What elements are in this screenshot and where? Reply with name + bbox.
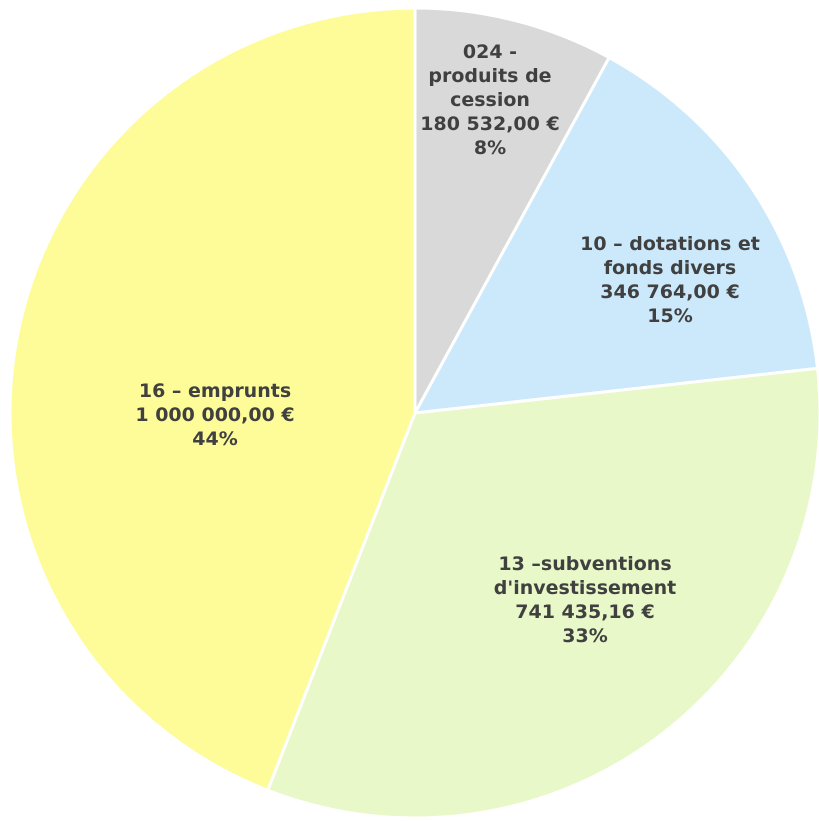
slice-label: 13 –subventions d'investissement 741 435,… bbox=[460, 552, 710, 648]
percent-label: 44% bbox=[192, 428, 238, 450]
pie-slice bbox=[265, 366, 819, 820]
slice-label: 10 – dotations et fonds divers 346 764,00… bbox=[575, 232, 765, 328]
percent-label: 33% bbox=[562, 625, 608, 647]
pie-slice bbox=[412, 55, 819, 415]
category-label: 024 - produits de cession bbox=[428, 41, 552, 111]
slice-label: 024 - produits de cession 180 532,00 €8% bbox=[415, 40, 565, 160]
category-label: 13 –subventions d'investissement bbox=[493, 553, 677, 599]
value-label: 180 532,00 € bbox=[420, 113, 560, 135]
value-label: 1 000 000,00 € bbox=[135, 404, 295, 426]
slice-label: 16 – emprunts 1 000 000,00 €44% bbox=[100, 379, 330, 451]
value-label: 346 764,00 € bbox=[600, 281, 740, 303]
category-label: 16 – emprunts bbox=[138, 380, 292, 402]
percent-label: 15% bbox=[647, 305, 693, 327]
pie-slice bbox=[8, 6, 417, 793]
value-label: 741 435,16 € bbox=[515, 601, 655, 623]
category-label: 10 – dotations et fonds divers bbox=[580, 233, 760, 279]
percent-label: 8% bbox=[473, 137, 507, 159]
pie-slice bbox=[413, 6, 612, 414]
